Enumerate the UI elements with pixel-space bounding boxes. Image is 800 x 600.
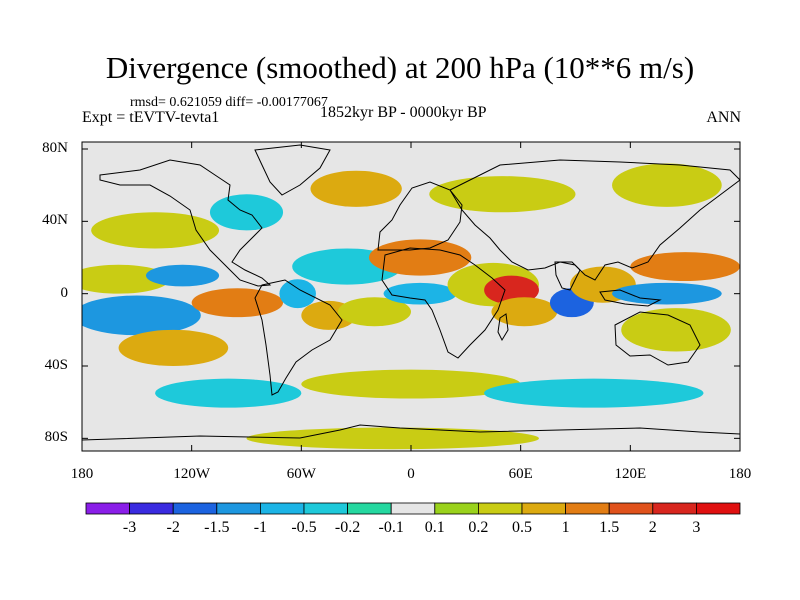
season-label: ANN	[706, 109, 741, 126]
colorbar-label-9: 0.5	[512, 519, 532, 536]
colorbar-swatch-7	[390, 502, 436, 515]
coastline-indonesia	[599, 289, 662, 307]
field-region-19	[621, 308, 731, 352]
coastline-australia	[614, 311, 701, 366]
field-region-6	[279, 279, 316, 309]
x-tick-label-0: 180	[70, 466, 94, 482]
coastline-asia	[449, 159, 740, 281]
coastline-india	[554, 261, 581, 291]
colorbar-swatch-0	[85, 502, 130, 515]
divergence-field	[82, 163, 740, 450]
field-region-3	[82, 264, 170, 294]
coastline-south-america	[254, 279, 343, 396]
colorbar-swatch-10	[521, 502, 566, 515]
colorbar-swatch-9	[477, 502, 523, 515]
field-region-4	[145, 264, 220, 287]
colorbar-swatch-6	[347, 502, 392, 515]
chart-title: Divergence (smoothed) at 200 hPa (10**6 …	[105, 50, 695, 85]
x-tick-label-1: 120W	[173, 466, 210, 482]
x-tick-label-4: 60E	[508, 466, 533, 482]
experiment-label: Expt = tEVTV-tevta1	[82, 109, 220, 126]
field-region-11	[383, 282, 457, 305]
field-region-10	[368, 239, 472, 276]
field-region-23	[429, 176, 576, 213]
x-tick-label-3: 0	[407, 466, 415, 482]
colorbar-label-0: -3	[122, 519, 137, 536]
y-tick-label-4: 80S	[44, 429, 68, 446]
x-tick-label-2: 60W	[286, 466, 316, 482]
colorbar-label-4: -0.5	[291, 519, 317, 536]
colorbar-swatch-12	[608, 502, 654, 515]
colorbar-label-13: 3	[692, 519, 701, 536]
colorbar-label-6: -0.1	[378, 519, 404, 536]
field-region-24	[612, 163, 722, 207]
y-tick-label-1: 40N	[42, 212, 68, 229]
axis-ticks	[81, 142, 741, 451]
colorbar-label-8: 0.2	[468, 519, 489, 536]
colorbar-swatch-11	[565, 502, 610, 515]
colorbar-swatch-1	[129, 502, 174, 515]
stats-text: rmsd= 0.621059 diff= -0.00177067	[130, 95, 328, 110]
colorbar-label-3: -1	[253, 519, 268, 536]
colorbar-label-11: 1.5	[599, 519, 620, 536]
y-tick-label-0: 80N	[42, 140, 68, 156]
field-region-5	[191, 288, 284, 318]
colorbar	[85, 502, 741, 515]
colorbar-label-1: -2	[166, 519, 180, 536]
colorbar-label-7: 0.1	[424, 519, 445, 536]
colorbar-label-5: -0.2	[334, 519, 361, 536]
field-region-28	[246, 427, 539, 450]
x-tick-label-5: 120E	[614, 466, 647, 482]
field-region-18	[630, 252, 740, 282]
period-label: 1852kyr BP - 0000kyr BP	[320, 104, 487, 121]
field-region-2	[118, 329, 229, 367]
coastline-antarctica	[82, 424, 740, 441]
colorbar-swatch-14	[696, 502, 741, 515]
coastline-greenland	[254, 144, 331, 196]
coastline-north-america	[99, 159, 272, 287]
colorbar-swatch-13	[652, 502, 697, 515]
colorbar-swatch-5	[303, 502, 348, 515]
colorbar-label-2: -1.5	[204, 519, 230, 536]
y-tick-label-3: 40S	[44, 357, 68, 373]
field-region-14	[491, 297, 558, 327]
colorbar-label-10: 1	[561, 519, 570, 536]
field-region-1	[82, 295, 201, 336]
colorbar-swatch-3	[216, 502, 261, 515]
field-region-8	[337, 297, 412, 327]
coastline-madagascar	[497, 313, 509, 342]
field-region-20	[91, 212, 220, 249]
field-region-17	[612, 282, 722, 305]
field-region-26	[155, 378, 302, 408]
colorbar-swatch-8	[434, 502, 479, 515]
coastline-africa	[381, 247, 506, 359]
field-region-27	[484, 378, 704, 408]
coastlines	[82, 144, 740, 441]
field-region-22	[310, 170, 402, 207]
colorbar-swatch-2	[172, 502, 218, 515]
field-region-25	[301, 369, 521, 399]
colorbar-label-12: 2	[648, 519, 657, 536]
colorbar-swatch-4	[259, 502, 305, 515]
y-tick-label-2: 0	[60, 284, 69, 301]
x-tick-label-6: 180	[728, 466, 752, 482]
